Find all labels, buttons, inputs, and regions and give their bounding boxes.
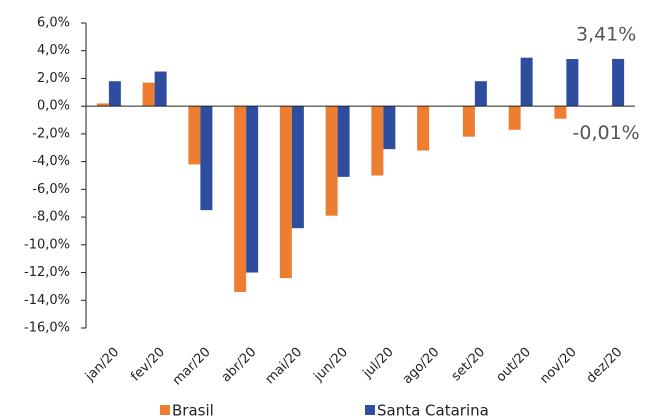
value-label: 3,41% bbox=[576, 23, 636, 45]
y-tick-label: -16,0% bbox=[24, 321, 70, 336]
bar bbox=[234, 106, 247, 292]
bar bbox=[508, 106, 521, 130]
x-tick-label: mar/20 bbox=[170, 345, 214, 389]
y-tick-label: -6,0% bbox=[32, 182, 70, 197]
y-tick-label: -4,0% bbox=[32, 154, 70, 169]
y-tick-label: 6,0% bbox=[37, 16, 70, 31]
y-tick-label: -2,0% bbox=[32, 126, 70, 141]
bar bbox=[154, 71, 167, 107]
bar bbox=[325, 106, 338, 216]
bar bbox=[200, 106, 213, 211]
y-tick-label: -14,0% bbox=[24, 293, 70, 308]
y-tick-label: -12,0% bbox=[24, 265, 70, 280]
x-tick-label: fev/20 bbox=[128, 345, 168, 385]
bar bbox=[417, 106, 430, 151]
bar bbox=[337, 106, 350, 177]
bar bbox=[291, 106, 304, 229]
x-tick-label: abr/20 bbox=[219, 345, 260, 386]
bar bbox=[462, 106, 475, 137]
value-label: -0,01% bbox=[573, 122, 640, 144]
legend-label: Santa Catarina bbox=[377, 402, 489, 420]
legend-swatch bbox=[160, 405, 170, 415]
bar bbox=[96, 103, 109, 107]
bar bbox=[612, 58, 625, 107]
legend-label: Brasil bbox=[172, 402, 214, 420]
x-tick-label: dez/20 bbox=[584, 345, 626, 387]
bar bbox=[554, 106, 567, 119]
bar bbox=[279, 106, 292, 279]
y-tick-label: 4,0% bbox=[37, 43, 70, 58]
bar bbox=[108, 81, 121, 107]
bar bbox=[142, 82, 155, 107]
bar bbox=[371, 106, 384, 176]
legend-swatch bbox=[365, 405, 375, 415]
x-tick-label: set/20 bbox=[449, 345, 488, 384]
bar bbox=[383, 106, 396, 150]
y-tick-label: 2,0% bbox=[37, 71, 70, 86]
x-tick-label: jun/20 bbox=[311, 345, 351, 385]
y-tick-label: -8,0% bbox=[32, 210, 70, 225]
bar bbox=[520, 57, 533, 107]
x-tick-label: jan/20 bbox=[82, 345, 122, 385]
x-tick-label: mai/20 bbox=[263, 345, 306, 388]
y-tick-label: 0,0% bbox=[37, 99, 70, 114]
x-tick-label: jul/20 bbox=[360, 345, 397, 382]
x-tick-label: nov/20 bbox=[537, 345, 579, 387]
y-tick-label: -10,0% bbox=[24, 237, 70, 252]
bar bbox=[188, 106, 201, 165]
bar bbox=[474, 81, 487, 107]
bar bbox=[566, 59, 579, 107]
x-tick-label: ago/20 bbox=[400, 345, 442, 387]
x-tick-label: out/20 bbox=[493, 345, 533, 385]
bar bbox=[246, 106, 259, 273]
